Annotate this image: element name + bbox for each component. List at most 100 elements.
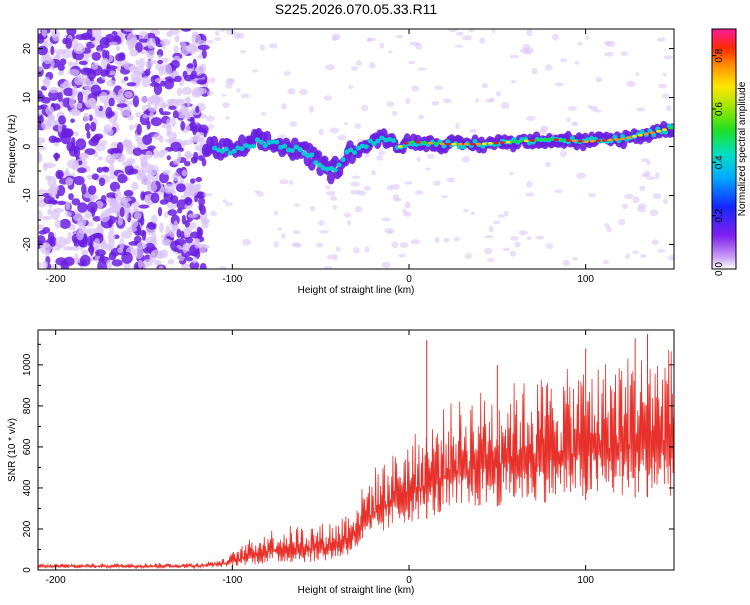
colorbar: 0.0 0.2 0.4 0.6 0.8 Normalized spectral ampl… xyxy=(711,28,748,276)
spectrogram-cell xyxy=(626,80,636,88)
spectrogram-cell xyxy=(90,63,99,70)
spectrogram-cell xyxy=(604,52,614,57)
spectrogram-cell xyxy=(48,185,58,198)
figure-title: S225.2026.070.05.33.R11 xyxy=(275,1,438,17)
spectrogram-cell xyxy=(239,146,245,152)
spectrogram-cell xyxy=(325,64,336,71)
spectrogram-cell xyxy=(180,41,187,49)
spectrogram-cell xyxy=(195,176,203,183)
spectrogram-cell xyxy=(481,82,488,89)
spectrogram-cell xyxy=(121,251,133,264)
spectrogram-cell xyxy=(470,211,476,216)
spectrogram-cell xyxy=(369,62,376,69)
spectrogram-cell xyxy=(379,135,385,141)
spectrogram-cell xyxy=(396,34,404,39)
spectrogram-cell xyxy=(180,29,192,32)
spectrogram-cell xyxy=(273,210,279,216)
spectrogram-cell xyxy=(77,202,88,213)
spectrogram-cell xyxy=(390,183,400,191)
spectrogram-cell xyxy=(258,139,264,145)
spectrogram-cell xyxy=(135,41,143,53)
spectrogram-cell xyxy=(588,192,596,198)
spectrogram-cell xyxy=(326,190,336,196)
spectrogram-cell xyxy=(649,209,659,217)
spectrogram-cell xyxy=(140,156,148,167)
spectrogram-cell xyxy=(161,237,171,246)
spectrogram-cell xyxy=(48,87,59,94)
spectrogram-cell xyxy=(417,67,427,71)
spectrogram-cell xyxy=(386,101,395,107)
spectrogram-cell xyxy=(479,37,486,44)
spectrogram-cell xyxy=(140,180,153,186)
spectrogram-cell xyxy=(70,118,75,123)
spectrogram-cell xyxy=(117,247,124,254)
spectrogram-cell xyxy=(560,58,567,63)
spectrogram-cell xyxy=(184,196,193,206)
spectrogram-cell xyxy=(201,219,209,229)
spectrogram-cell xyxy=(87,185,97,195)
spectrogram-cell xyxy=(500,102,510,109)
spectrogram-cell xyxy=(67,159,79,169)
spectrogram-cell xyxy=(132,95,140,108)
spectrogram-cell xyxy=(182,110,189,116)
spectrogram-cell xyxy=(133,211,142,220)
spectrogram-cell xyxy=(119,207,125,218)
spectrogram-cell xyxy=(154,103,159,109)
spectrogram-cell xyxy=(58,115,67,125)
spectrogram-cell xyxy=(175,183,186,193)
spectrogram-cell xyxy=(554,189,563,194)
spectrogram-cell xyxy=(50,209,61,220)
spectrogram-cell xyxy=(240,93,250,99)
spectrogram-cell xyxy=(54,137,62,143)
spectrogram-cell xyxy=(252,69,258,73)
spectrogram-cell xyxy=(47,114,56,121)
spectrogram-cell xyxy=(161,41,167,50)
spectrogram-cell xyxy=(247,144,253,150)
spectrogram-cell xyxy=(115,53,125,62)
spectrogram-cell xyxy=(510,80,517,84)
spectrogram-cell xyxy=(620,51,629,56)
colorbar-tick-label: 0.2 xyxy=(714,208,725,222)
spectrogram-cell xyxy=(191,33,202,45)
spectrogram-cell xyxy=(614,138,619,141)
spectrogram-cell xyxy=(301,150,307,156)
spectrogram-cell xyxy=(182,70,188,79)
spectrogram-y-label: Frequency (Hz) xyxy=(7,115,18,184)
spectrogram-cell xyxy=(137,259,143,269)
spectrogram-cell xyxy=(620,133,626,139)
spectrogram-cell xyxy=(160,234,167,239)
spectrogram-cell xyxy=(222,199,227,203)
spectrogram-cell xyxy=(318,128,324,136)
spectrogram-cell xyxy=(273,241,279,248)
spectrogram-cell xyxy=(76,229,85,241)
spectrogram-cell xyxy=(371,141,377,146)
spectrogram-cell xyxy=(126,226,138,233)
spectrogram-cell xyxy=(194,249,201,259)
spectrogram-cell xyxy=(183,228,191,238)
spectrogram-cell xyxy=(144,242,156,252)
spectrogram-cell xyxy=(589,139,595,143)
spectrogram-cell xyxy=(124,139,133,148)
spectrogram-cell xyxy=(355,60,362,67)
spectrogram-cell xyxy=(123,29,136,32)
snr-panel: -200 -100 0 100 0 200 400 600 800 1000 Height of… xyxy=(7,329,675,596)
spectrogram-cell xyxy=(136,123,142,136)
spectrogram-cell xyxy=(86,29,93,39)
snr-y-tick-label: 200 xyxy=(22,520,33,537)
spectrogram-cell xyxy=(73,175,85,186)
spectrogram-cell xyxy=(337,134,347,141)
spectrogram-cell xyxy=(81,183,87,195)
spectrogram-cell xyxy=(45,119,57,128)
spectrogram-cell xyxy=(451,142,457,146)
spectrogram-cell xyxy=(41,29,47,38)
spectrogram-cell xyxy=(151,232,157,243)
spectrogram-cell xyxy=(434,85,444,90)
spectrogram-cell xyxy=(55,169,64,180)
spectrogram-cell xyxy=(106,79,116,87)
spectrogram-cell xyxy=(363,144,369,150)
spectrogram-cell xyxy=(535,235,545,240)
spectrogram-cell xyxy=(640,173,650,177)
spectrogram-cell xyxy=(38,113,44,125)
spectrogram-cell xyxy=(96,223,104,236)
spectrogram-cell xyxy=(89,36,96,41)
